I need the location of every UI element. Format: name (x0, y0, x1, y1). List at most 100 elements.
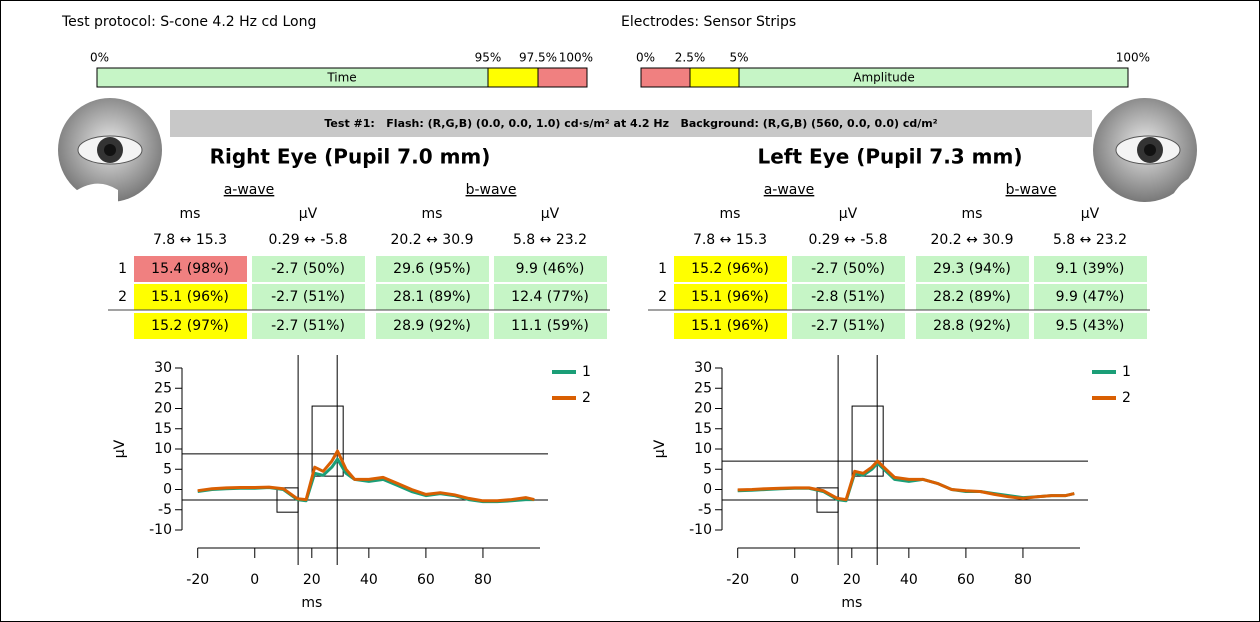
legend-label: 2 (1122, 390, 1131, 406)
range: 20.2 ↔ 30.9 (931, 232, 1014, 248)
y-tick-label: 30 (694, 360, 712, 376)
y-tick-label: 0 (163, 482, 172, 498)
cell: 29.6 (95%) (393, 261, 471, 277)
cell: 15.4 (98%) (151, 261, 229, 277)
cell-bg (134, 313, 247, 339)
x-label: ms (841, 595, 862, 611)
row-label: 1 (118, 261, 127, 277)
cell: -2.8 (51%) (811, 289, 885, 305)
unit-header: µV (299, 206, 318, 222)
row-label: 2 (118, 289, 127, 305)
y-tick-label: 15 (154, 421, 172, 437)
test-info: Test #1: Flash: (R,G,B) (0.0, 0.0, 1.0) … (324, 117, 937, 130)
cell: 9.5 (43%) (1056, 318, 1125, 334)
range: 5.8 ↔ 23.2 (1053, 232, 1127, 248)
cell-bg (494, 313, 607, 339)
cell-bg (252, 284, 365, 310)
unit-header: µV (541, 206, 560, 222)
cell: -2.7 (51%) (271, 318, 345, 334)
cell: 15.1 (96%) (691, 289, 769, 305)
amp-red (640, 67, 691, 88)
cell: 12.4 (77%) (511, 289, 589, 305)
range: 7.8 ↔ 15.3 (153, 232, 227, 248)
cell-bg (1034, 256, 1147, 282)
y-tick-label: 0 (703, 482, 712, 498)
cell-bg (252, 313, 365, 339)
cell-bg (1034, 284, 1147, 310)
cell: 15.2 (97%) (151, 318, 229, 334)
y-tick-label: 10 (154, 441, 172, 457)
x-tick-label: 0 (790, 572, 799, 588)
cell-bg (792, 313, 905, 339)
cell: -2.7 (50%) (811, 261, 885, 277)
unit-header: ms (962, 206, 983, 222)
range: 7.8 ↔ 15.3 (693, 232, 767, 248)
y-tick-label: 25 (694, 380, 712, 396)
cell-bg (376, 256, 489, 282)
x-tick-label: -20 (186, 572, 209, 588)
cell-bg (674, 284, 787, 310)
range: 20.2 ↔ 30.9 (391, 232, 474, 248)
cell: 9.1 (39%) (1056, 261, 1125, 277)
x-tick-label: 60 (957, 572, 975, 588)
cell-bg (252, 256, 365, 282)
cell: 28.2 (89%) (933, 289, 1011, 305)
unit-header: ms (180, 206, 201, 222)
cell-bg (674, 256, 787, 282)
cell: 29.3 (94%) (933, 261, 1011, 277)
cell-bg (1034, 313, 1147, 339)
range: 0.29 ↔ -5.8 (268, 232, 347, 248)
wave-header: a-wave (224, 182, 275, 198)
cell-bg (792, 284, 905, 310)
row-label: 2 (658, 289, 667, 305)
x-tick-label: 0 (250, 572, 259, 588)
legend-label: 1 (582, 364, 591, 380)
range: 5.8 ↔ 23.2 (513, 232, 587, 248)
eye-title: Right Eye (Pupil 7.0 mm) (210, 145, 491, 169)
y-tick-label: 20 (154, 401, 172, 417)
eye-title: Left Eye (Pupil 7.3 mm) (758, 145, 1023, 169)
x-tick-label: 60 (417, 572, 435, 588)
y-tick-label: -10 (689, 522, 712, 538)
y-label: µV (652, 439, 668, 458)
time-label: Time (326, 71, 356, 85)
amp-tick: 0% (636, 51, 655, 65)
cell: 28.9 (92%) (393, 318, 471, 334)
amp-tick: 2.5% (675, 51, 706, 65)
unit-header: µV (1081, 206, 1100, 222)
cell-bg (376, 313, 489, 339)
y-tick-label: 15 (694, 421, 712, 437)
x-tick-label: 20 (303, 572, 321, 588)
time-tick: 0% (90, 51, 109, 65)
cell: 9.9 (47%) (1056, 289, 1125, 305)
time-yellow (487, 67, 539, 88)
wave-header: a-wave (764, 182, 815, 198)
y-tick-label: 20 (694, 401, 712, 417)
cell-bg (376, 284, 489, 310)
cell-bg (916, 256, 1029, 282)
x-tick-label: 40 (900, 572, 918, 588)
cell: -2.7 (51%) (811, 318, 885, 334)
cell: 15.2 (96%) (691, 261, 769, 277)
y-tick-label: 5 (163, 461, 172, 477)
protocol: Test protocol: S-cone 4.2 Hz cd Long (61, 14, 316, 30)
time-green (96, 67, 489, 88)
y-tick-label: 30 (154, 360, 172, 376)
y-tick-label: 10 (694, 441, 712, 457)
unit-header: µV (839, 206, 858, 222)
x-tick-label: 80 (474, 572, 492, 588)
cell: 28.1 (89%) (393, 289, 471, 305)
cell: 9.9 (46%) (516, 261, 585, 277)
x-tick-label: 20 (843, 572, 861, 588)
x-tick-label: 40 (360, 572, 378, 588)
cell: 15.1 (96%) (151, 289, 229, 305)
amp-tick: 100% (1116, 51, 1150, 65)
amp-green (738, 67, 1129, 88)
cell: 15.1 (96%) (691, 318, 769, 334)
row-label: 1 (658, 261, 667, 277)
y-tick-label: -5 (158, 502, 172, 518)
y-tick-label: 5 (703, 461, 712, 477)
range: 0.29 ↔ -5.8 (808, 232, 887, 248)
